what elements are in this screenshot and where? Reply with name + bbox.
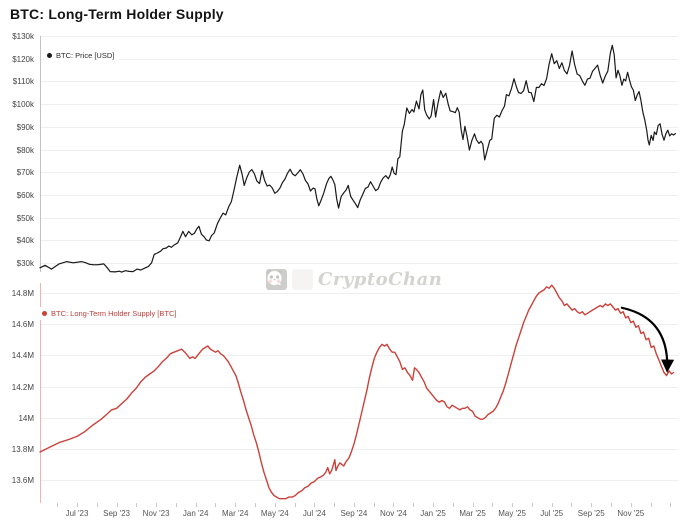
y-axis-label: $50k	[17, 214, 35, 223]
y-axis-label: $70k	[17, 168, 35, 177]
x-axis-label: Sep '25	[578, 509, 605, 518]
legend-price-dot-icon	[47, 53, 52, 58]
y-axis-label: $60k	[17, 191, 35, 200]
x-axis-label: Sep '24	[340, 509, 367, 518]
x-axis-label: May '24	[261, 509, 289, 518]
x-axis-label: Mar '25	[459, 509, 486, 518]
y-axis-label: $80k	[17, 146, 35, 155]
y-axis-label: $130k	[12, 32, 35, 41]
x-axis-label: Nov '25	[617, 509, 644, 518]
legend-lth-dot-icon	[42, 311, 47, 316]
y-axis-label: $110k	[13, 77, 35, 86]
y-axis-label: 14.2M	[12, 383, 35, 392]
y-axis-label: 14.8M	[12, 289, 35, 298]
y-axis-label: $100k	[12, 100, 35, 109]
y-axis-label: $40k	[17, 236, 35, 245]
legend-lth-supply: BTC: Long-Term Holder Supply [BTC]	[39, 307, 182, 320]
y-axis-label: $90k	[17, 123, 35, 132]
watermark-name: CryptoChan	[318, 269, 443, 290]
x-axis-label: Jan '25	[420, 509, 446, 518]
x-axis-label: May '25	[498, 509, 526, 518]
x-axis-label: Jan '24	[183, 509, 209, 518]
legend-lth-label: BTC: Long-Term Holder Supply [BTC]	[51, 309, 177, 318]
lth-line	[39, 284, 675, 500]
y-axis-label: 14.6M	[12, 320, 35, 329]
y-axis-label: $120k	[12, 55, 35, 64]
x-axis-label: Mar '24	[222, 509, 249, 518]
watermark: X CryptoChan	[266, 269, 442, 290]
x-axis-label: Nov '23	[143, 509, 170, 518]
decline-arrow-annotation	[620, 306, 675, 373]
y-axis-label: 13.8M	[12, 445, 35, 454]
x-axis-label: Jul '25	[540, 509, 563, 518]
y-axis-label: 13.6M	[12, 476, 35, 485]
y-axis-label: 14M	[18, 414, 34, 423]
y-axis-label: 14.4M	[12, 351, 35, 360]
x-axis-label: Jul '24	[303, 509, 326, 518]
x-axis-label: Nov '24	[380, 509, 407, 518]
y-axis-label: $30k	[17, 259, 35, 268]
legend-price-label: BTC: Price [USD]	[56, 51, 115, 60]
chart-title: BTC: Long-Term Holder Supply	[10, 6, 224, 22]
x-axis-label: Jul '23	[66, 509, 89, 518]
x-axis-label: Sep '23	[103, 509, 130, 518]
price-line	[39, 44, 676, 273]
panda-avatar-icon	[266, 269, 313, 290]
legend-price: BTC: Price [USD]	[44, 49, 120, 62]
